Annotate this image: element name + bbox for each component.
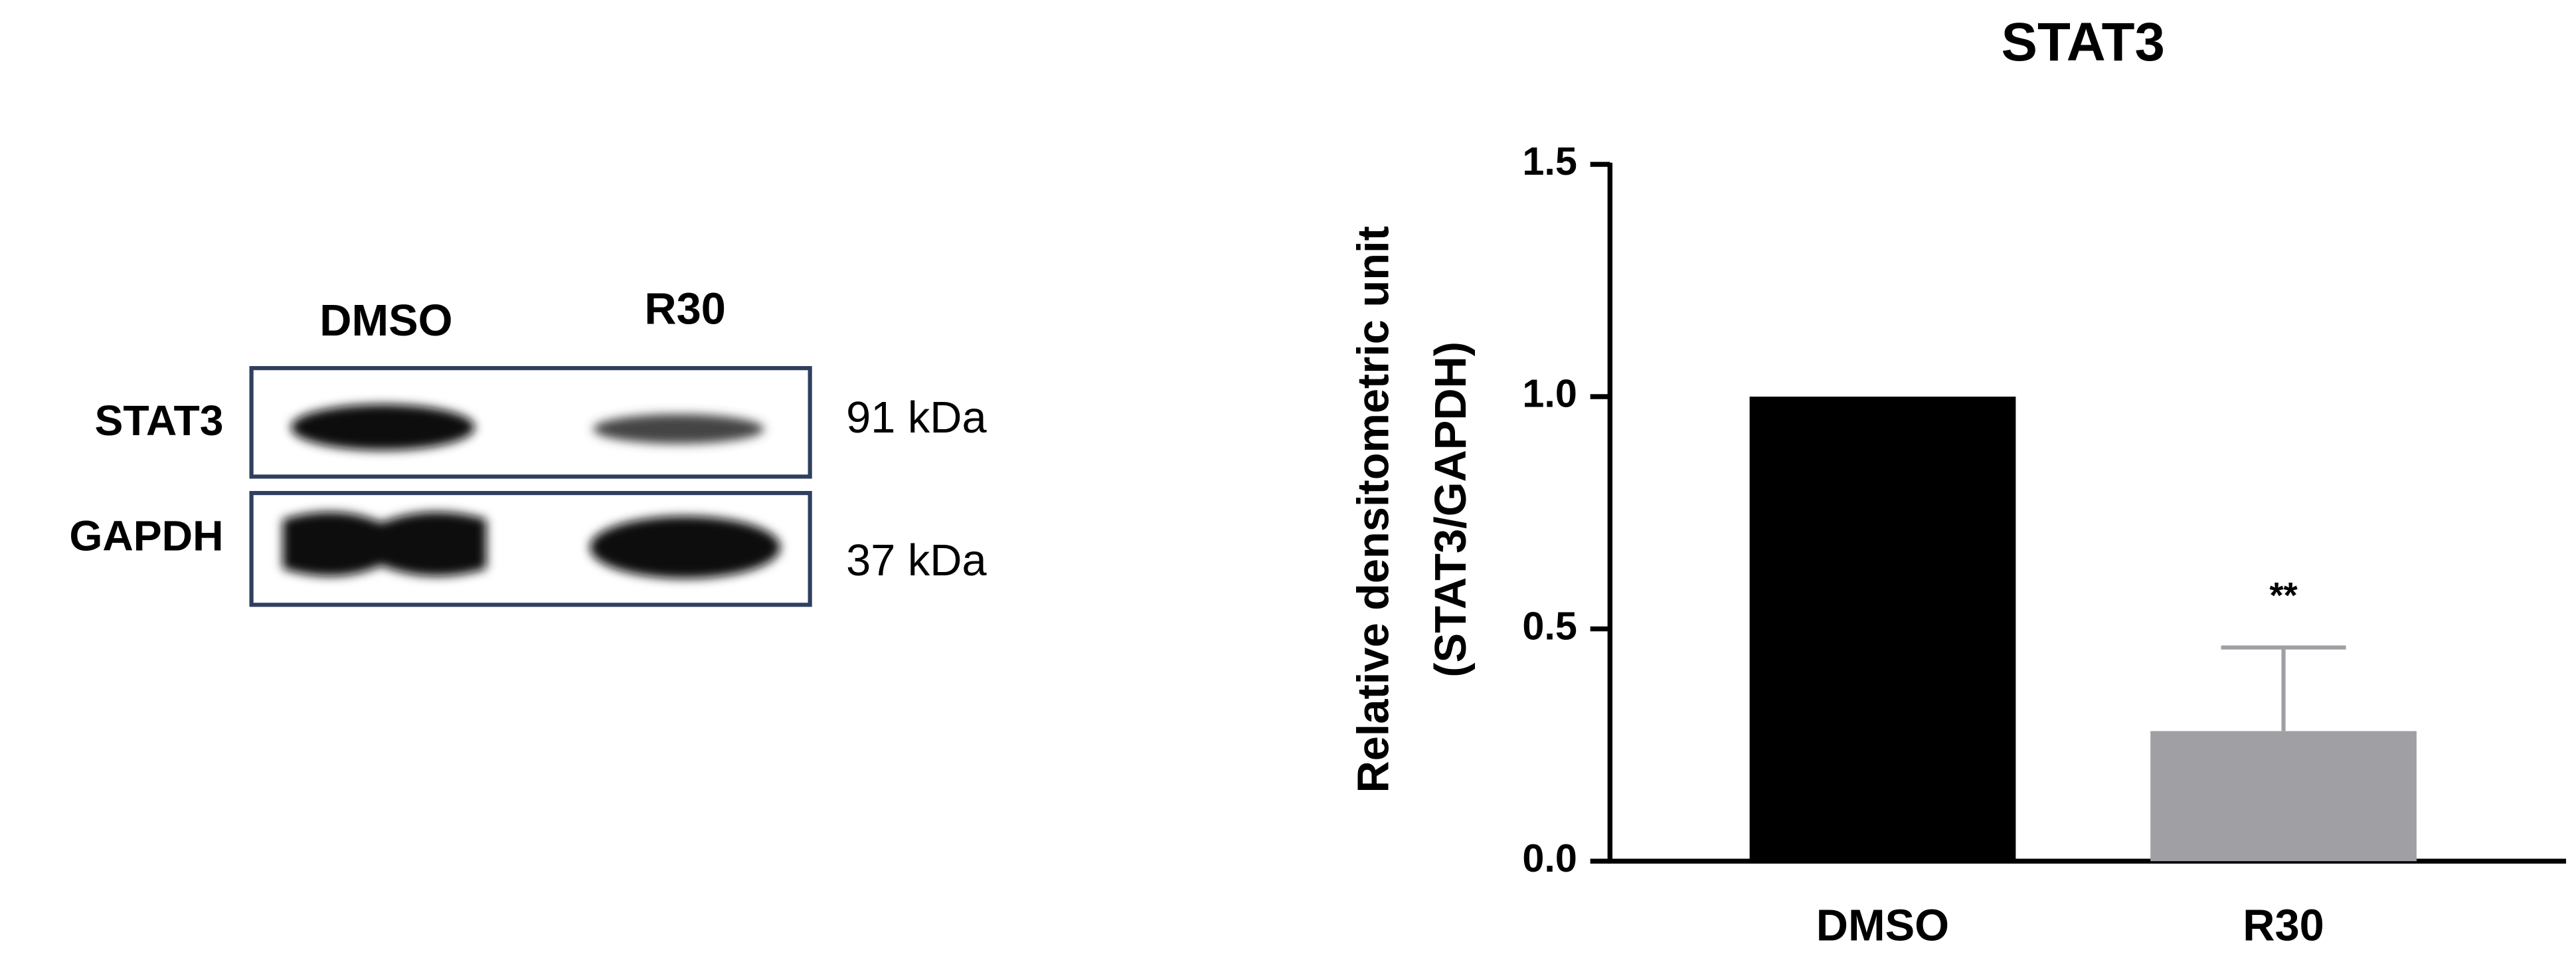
x-tick-label: R30 bbox=[2243, 901, 2324, 950]
bands bbox=[282, 404, 781, 579]
y-tick-label: 1.0 bbox=[1522, 371, 1577, 416]
y-axis-label: (STAT3/GAPDH) bbox=[1426, 341, 1476, 678]
bar-chart: STAT3 Relative densitometric unit (STAT3… bbox=[1349, 12, 2567, 950]
chart-title: STAT3 bbox=[2002, 12, 2165, 72]
row-label: GAPDH bbox=[69, 512, 223, 559]
y-tick-label: 0.0 bbox=[1522, 836, 1577, 880]
band bbox=[593, 414, 764, 444]
band bbox=[282, 512, 487, 577]
y-axis-label: Relative densitometric unit bbox=[1349, 226, 1399, 793]
bar bbox=[1749, 396, 2016, 862]
size-label: 37 kDa bbox=[846, 536, 987, 585]
bar bbox=[2150, 731, 2417, 862]
lane-label: DMSO bbox=[319, 296, 452, 345]
y-tick-label: 0.5 bbox=[1522, 603, 1577, 648]
y-tick-label: 1.5 bbox=[1522, 139, 1577, 183]
x-tick-label: DMSO bbox=[1816, 901, 1949, 950]
row-label: STAT3 bbox=[94, 397, 223, 444]
band bbox=[590, 516, 781, 579]
band bbox=[290, 404, 475, 450]
annotation: ** bbox=[2269, 575, 2298, 616]
lane-label: R30 bbox=[644, 285, 725, 334]
size-label: 91 kDa bbox=[846, 393, 987, 442]
western-blot: DMSO R30 STAT3 GAPDH 91 kDa 37 kDa bbox=[69, 285, 987, 607]
